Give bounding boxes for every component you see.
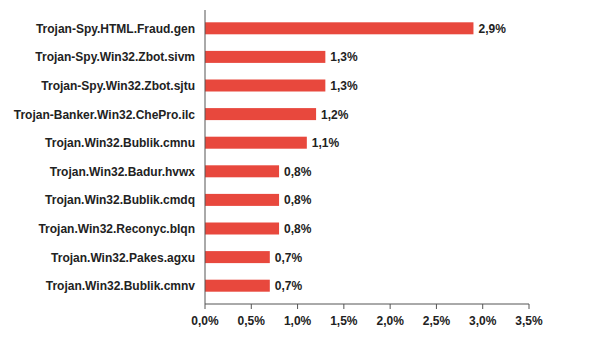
- category-label: Trojan-Spy.Win32.Zbot.sjtu: [41, 79, 195, 93]
- category-label: Trojan.Win32.Pakes.agxu: [51, 251, 195, 265]
- bar: [205, 251, 270, 263]
- bar: [205, 280, 270, 292]
- tick-mark: [529, 304, 530, 309]
- chart-svg: 2,9% 1,3% 1,3% 1,2% 1,1% 0,8% 0,8% 0,8% 0,7% 0,7%…: [0, 0, 600, 363]
- tick-mark: [390, 304, 391, 309]
- data-label: 2,9%: [478, 22, 506, 36]
- category-label: Trojan.Win32.Reconyc.blqn: [38, 222, 195, 236]
- category-label: Trojan.Win32.Bublik.cmdq: [45, 193, 195, 207]
- data-label: 1,3%: [330, 79, 358, 93]
- bar: [205, 165, 279, 177]
- data-label: 0,8%: [284, 165, 312, 179]
- bar: [205, 108, 316, 120]
- bars: [205, 22, 473, 291]
- bar: [205, 223, 279, 235]
- data-label: 0,8%: [284, 193, 312, 207]
- category-label: Trojan.Win32.Bublik.cmnv: [46, 279, 196, 293]
- tick-mark: [343, 304, 344, 309]
- page: {"chart_data": {"type": "bar", "orientat…: [0, 0, 600, 363]
- tick-label: 2,0%: [376, 314, 404, 328]
- tick-mark: [205, 304, 206, 309]
- tick-label: 0,0%: [191, 314, 219, 328]
- data-label: 1,2%: [321, 108, 349, 122]
- category-label: Trojan.Win32.Badur.hvwx: [50, 165, 196, 179]
- tick-mark: [297, 304, 298, 309]
- bar: [205, 80, 325, 92]
- tick-label: 1,0%: [284, 314, 312, 328]
- category-label: Trojan-Spy.Win32.Zbot.sivm: [35, 50, 195, 64]
- bar: [205, 51, 325, 63]
- tick-label: 1,5%: [330, 314, 358, 328]
- category-label: Trojan.Win32.Bublik.cmnu: [45, 136, 195, 150]
- tick-label: 3,0%: [469, 314, 497, 328]
- value-axis-line: [205, 304, 529, 305]
- bar: [205, 22, 473, 34]
- data-label: 1,1%: [312, 136, 340, 150]
- tick-mark: [436, 304, 437, 309]
- data-label: 0,7%: [275, 279, 303, 293]
- tick-label: 0,5%: [238, 314, 266, 328]
- tick-label: 2,5%: [423, 314, 451, 328]
- data-label: 0,7%: [275, 251, 303, 265]
- category-label: Trojan-Spy.HTML.Fraud.gen: [36, 22, 195, 36]
- chart-container: 2,9% 1,3% 1,3% 1,2% 1,1% 0,8% 0,8% 0,8% 0,7% 0,7%…: [0, 0, 600, 363]
- tick-mark: [251, 304, 252, 309]
- tick-mark: [482, 304, 483, 309]
- bar: [205, 194, 279, 206]
- data-label: 1,3%: [330, 50, 358, 64]
- data-label: 0,8%: [284, 222, 312, 236]
- bar: [205, 137, 307, 149]
- category-axis-line: [205, 10, 206, 304]
- tick-label: 3,5%: [515, 314, 543, 328]
- category-label: Trojan-Banker.Win32.ChePro.ilc: [14, 108, 196, 122]
